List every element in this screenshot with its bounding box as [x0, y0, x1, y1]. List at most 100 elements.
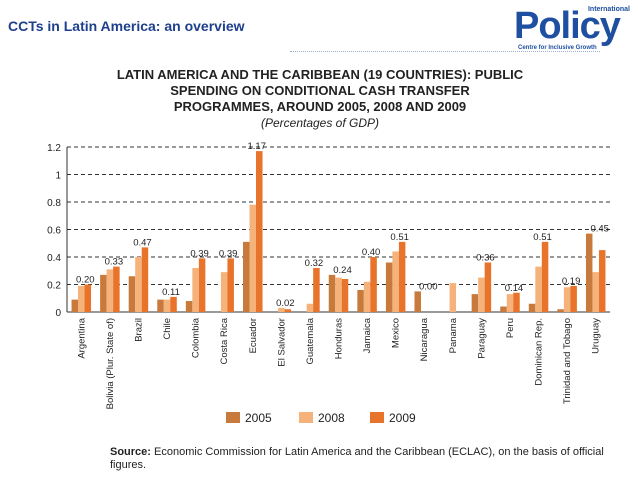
x-tick-label: Mexico — [391, 318, 402, 348]
data-label: 0.20 — [76, 275, 95, 286]
data-label: 0.02 — [276, 298, 295, 309]
legend-swatch-2005 — [226, 412, 240, 423]
y-tick-label: 0.6 — [47, 226, 61, 237]
chart-title-line-1: LATIN AMERICA AND THE CARIBBEAN (19 COUN… — [116, 67, 524, 82]
bar-2005 — [128, 276, 136, 312]
legend-label: 2005 — [245, 411, 272, 425]
x-tick-label: Trinidad and Tobago — [562, 318, 573, 404]
y-tick-label: 0.8 — [47, 198, 61, 209]
bar-2008 — [335, 277, 342, 312]
bar-2005 — [100, 274, 107, 312]
chart-subtitle: (Percentages of GDP) — [260, 116, 380, 130]
legend-label: 2009 — [389, 411, 416, 425]
data-label: 0.39 — [190, 248, 209, 259]
legend-swatch-2009 — [370, 412, 384, 423]
header-divider — [290, 51, 600, 52]
bar-2005 — [471, 294, 479, 312]
bar-2008 — [506, 294, 514, 312]
bar-2008 — [106, 269, 114, 312]
chart-title-line-3: PROGRAMMES, AROUND 2005, 2008 AND 2009 — [173, 99, 467, 114]
bar-2008 — [135, 257, 142, 312]
bar-2009 — [227, 258, 234, 312]
data-label: 0.24 — [333, 265, 352, 276]
data-label: 0.51 — [533, 232, 552, 243]
data-label: 0.36 — [476, 253, 495, 264]
x-tick-label: Colombia — [191, 317, 202, 358]
x-tick-label: Panama — [448, 317, 459, 353]
data-label: 0.51 — [390, 232, 409, 243]
data-label: 0.45 — [590, 224, 609, 235]
bar-2009 — [170, 296, 177, 312]
bar-2009 — [541, 241, 549, 312]
bar-2009 — [84, 284, 92, 312]
y-tick-label: 0 — [55, 308, 61, 319]
bar-2009 — [141, 247, 149, 312]
data-label: 0.33 — [105, 257, 124, 268]
data-label: 0.11 — [162, 287, 180, 298]
source-note: Source: Economic Commission for Latin Am… — [110, 446, 630, 472]
bar-2008 — [78, 285, 85, 312]
data-label: 1.17 — [248, 141, 267, 152]
bar-2009 — [598, 250, 606, 312]
bar-2008 — [592, 272, 599, 312]
data-label: 0.40 — [362, 247, 381, 258]
data-label: 0.19 — [562, 276, 581, 287]
bar-2009 — [284, 309, 292, 312]
x-tick-label: Ecuador — [248, 318, 259, 353]
x-tick-label: Chile — [162, 318, 173, 340]
x-tick-label: Jamaica — [362, 317, 373, 353]
bar-2008 — [563, 287, 571, 312]
bar-2008 — [449, 283, 457, 312]
chart-title-line-2: SPENDING ON CONDITIONAL CASH TRANSFER — [170, 83, 470, 98]
bar-2005 — [357, 290, 364, 312]
y-tick-label: 0.2 — [47, 281, 61, 292]
bar-2009 — [313, 268, 320, 312]
bar-2005 — [328, 274, 336, 312]
bar-2005 — [585, 233, 593, 312]
source-label: Source: — [110, 446, 151, 458]
policy-logo: Policy International Centre for Inclusiv… — [514, 4, 634, 52]
bar-2005 — [500, 306, 507, 312]
source-text: Economic Commission for Latin America an… — [110, 446, 604, 471]
y-tick-label: 0.4 — [47, 253, 61, 264]
bar-2009 — [113, 266, 120, 312]
x-tick-label: Argentina — [76, 317, 87, 358]
bar-2009 — [256, 151, 263, 312]
bar-2008 — [220, 272, 228, 312]
x-tick-label: Peru — [505, 318, 516, 338]
slide-title: CCTs in Latin America: an overview — [8, 18, 245, 34]
bar-2008 — [392, 251, 399, 312]
bar-2009 — [513, 292, 520, 312]
bar-2009 — [398, 241, 406, 312]
logo-sub-text: Centre for Inclusive Growth — [518, 45, 597, 51]
logo-top-text: International — [587, 6, 630, 13]
x-tick-label: El Salvador — [276, 318, 287, 367]
data-label: 0.14 — [505, 283, 524, 294]
data-label: 0.39 — [219, 248, 238, 259]
bar-2005 — [414, 291, 421, 312]
data-label: 0.32 — [305, 258, 324, 269]
bar-2005 — [385, 262, 393, 312]
bar-2009 — [341, 279, 349, 312]
x-tick-label: Costa Rica — [219, 317, 230, 364]
bar-2005 — [157, 299, 164, 312]
bar-2005 — [557, 309, 564, 312]
x-tick-label: Uruguay — [591, 318, 602, 354]
y-tick-label: 1.2 — [47, 143, 61, 154]
x-tick-label: Guatemala — [305, 317, 316, 364]
bar-2008 — [192, 268, 199, 312]
bar-2005 — [528, 303, 536, 312]
bar-2008 — [306, 303, 314, 312]
bar-2005 — [243, 241, 250, 312]
y-tick-label: 1 — [55, 171, 61, 182]
data-label: 0.47 — [133, 237, 152, 248]
bar-2005 — [71, 299, 79, 312]
x-tick-label: Bolivia (Plur. State of) — [105, 318, 116, 409]
x-tick-label: Honduras — [334, 318, 345, 359]
bar-2009 — [198, 258, 206, 312]
bar-2008 — [278, 307, 285, 312]
bar-2008 — [363, 281, 371, 312]
legend-label: 2008 — [318, 411, 345, 425]
bar-2005 — [185, 301, 193, 312]
